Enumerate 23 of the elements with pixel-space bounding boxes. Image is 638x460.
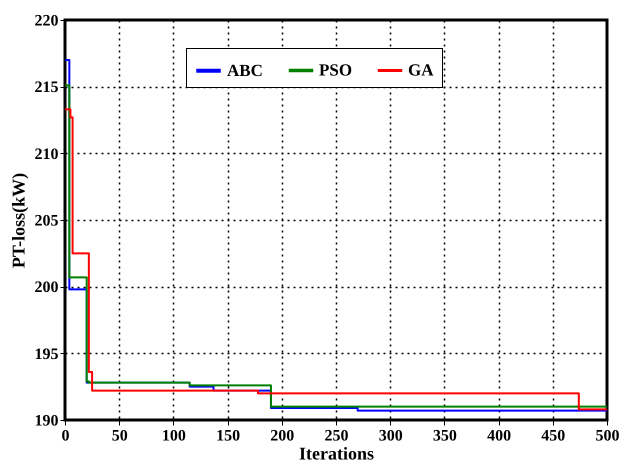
x-axis-title: Iterations xyxy=(299,444,374,460)
x-tick-label: 0 xyxy=(62,428,70,444)
x-tick-label: 100 xyxy=(162,428,186,444)
x-tick-label: 250 xyxy=(324,428,348,444)
x-tick-label: 400 xyxy=(487,428,512,444)
x-tick-label: 150 xyxy=(216,428,240,444)
y-axis-title: PT-loss(kW) xyxy=(8,172,28,268)
y-tick-label: 210 xyxy=(34,146,58,163)
legend-label: GA xyxy=(408,60,434,80)
legend-label: ABC xyxy=(227,60,263,80)
y-tick-label: 215 xyxy=(34,79,58,96)
y-tick-label: 200 xyxy=(34,279,58,296)
y-tick-label: 220 xyxy=(34,12,58,30)
x-tick-label: 450 xyxy=(541,428,566,444)
x-tick-label: 300 xyxy=(378,428,403,444)
x-tick-label: 200 xyxy=(270,428,294,444)
x-tick-label: 50 xyxy=(112,428,128,444)
y-tick-label: 190 xyxy=(34,412,58,430)
legend-label: PSO xyxy=(319,60,352,80)
y-tick-label: 205 xyxy=(34,212,58,230)
x-tick-label: 500 xyxy=(596,428,620,444)
x-tick-label: 350 xyxy=(432,428,457,444)
y-tick-label: 195 xyxy=(34,346,58,363)
